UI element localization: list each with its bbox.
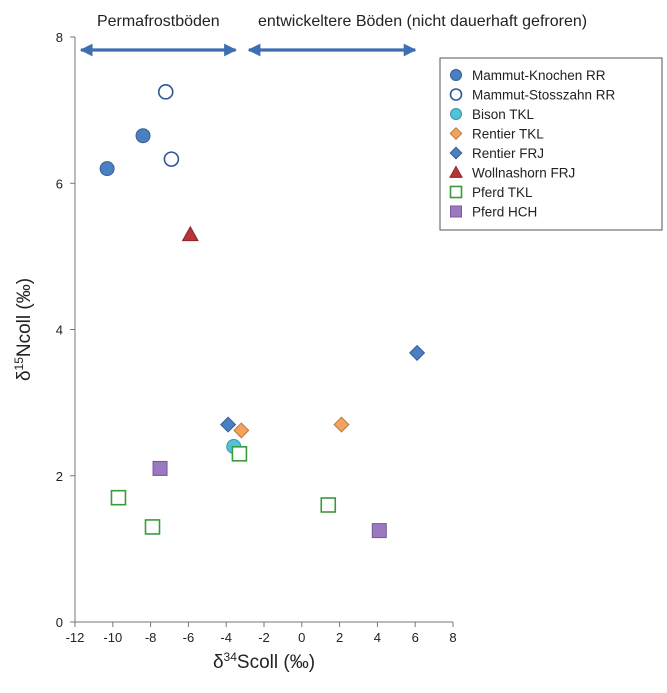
legend-marker-mammut-stosszahn-rr: [449, 88, 463, 101]
legend-marker-pferd-tkl: [449, 185, 463, 199]
data-point-wollnashorn-frj: [181, 225, 199, 242]
region-label: entwickeltere Böden (nicht dauerhaft gef…: [258, 13, 587, 30]
x-tick-label: -6: [183, 630, 195, 645]
data-point-rentier-frj: [220, 416, 237, 433]
data-point-mammut-stosszahn-rr: [163, 151, 180, 167]
x-axis-title: δ34Scoll (‰): [213, 650, 315, 673]
legend-marker-rentier-tkl: [449, 127, 463, 140]
data-point-mammut-knochen-rr: [99, 161, 115, 177]
legend-label-wollnashorn-frj: Wollnashorn FRJ: [472, 166, 575, 181]
legend-label-mammut-stosszahn-rr: Mammut-Stosszahn RR: [472, 88, 616, 103]
data-points: [99, 84, 426, 539]
x-tick-label: 6: [412, 630, 419, 645]
data-point-rentier-tkl: [333, 416, 350, 433]
data-point-pferd-hch: [152, 460, 168, 476]
data-point-rentier-tkl: [233, 422, 250, 439]
legend-label-pferd-tkl: Pferd TKL: [472, 185, 533, 200]
x-tick-label: 0: [298, 630, 305, 645]
region-annotations: Permafrostböden entwickeltere Böden (nich…: [79, 13, 587, 57]
data-point-pferd-tkl: [320, 497, 337, 513]
data-point-rentier-frj: [409, 344, 426, 361]
data-point-mammut-knochen-rr: [135, 128, 151, 144]
legend-label-rentier-tkl: Rentier TKL: [472, 127, 544, 142]
y-tick-label: 0: [56, 615, 63, 630]
legend: Mammut-Knochen RR Mammut-Stosszahn RR Biso…: [439, 57, 663, 231]
legend-label-rentier-frj: Rentier FRJ: [472, 146, 544, 161]
data-point-pferd-tkl: [231, 446, 248, 462]
region-label: Permafrostböden: [97, 13, 220, 30]
axes: -12 -10 -8 -6 -4 -2 0 2 4 6 8 0 2 4 6 8 δ34Scoll (‰) δ15N…: [12, 30, 457, 673]
legend-label-pferd-hch: Pferd HCH: [472, 205, 537, 220]
data-point-mammut-stosszahn-rr: [157, 84, 174, 100]
y-tick-label: 6: [56, 176, 63, 191]
x-tick-label: 4: [374, 630, 381, 645]
data-point-pferd-hch: [371, 523, 387, 539]
legend-marker-bison-tkl: [450, 108, 462, 120]
x-tick-label: -10: [103, 630, 122, 645]
legend-marker-rentier-frj: [449, 146, 463, 160]
x-tick-label: -4: [220, 630, 232, 645]
legend-marker-mammut-knochen-rr: [450, 69, 462, 81]
x-tick-label: 2: [336, 630, 343, 645]
y-tick-label: 4: [56, 323, 63, 338]
x-tick-label: -8: [145, 630, 157, 645]
x-tick-label: -12: [66, 630, 85, 645]
legend-label-bison-tkl: Bison TKL: [472, 107, 535, 122]
legend-marker-wollnashorn-frj: [449, 165, 463, 178]
legend-box: [439, 57, 663, 231]
data-point-pferd-tkl: [110, 489, 127, 506]
legend-label-mammut-knochen-rr: Mammut-Knochen RR: [472, 68, 606, 83]
x-tick-label: 8: [449, 630, 456, 645]
legend-marker-pferd-hch: [450, 205, 462, 218]
y-axis-title: δ15Ncoll (‰): [12, 278, 35, 381]
data-point-pferd-tkl: [144, 519, 161, 535]
y-tick-label: 2: [56, 469, 63, 484]
y-tick-label: 8: [56, 30, 63, 45]
x-tick-label: -2: [258, 630, 270, 645]
